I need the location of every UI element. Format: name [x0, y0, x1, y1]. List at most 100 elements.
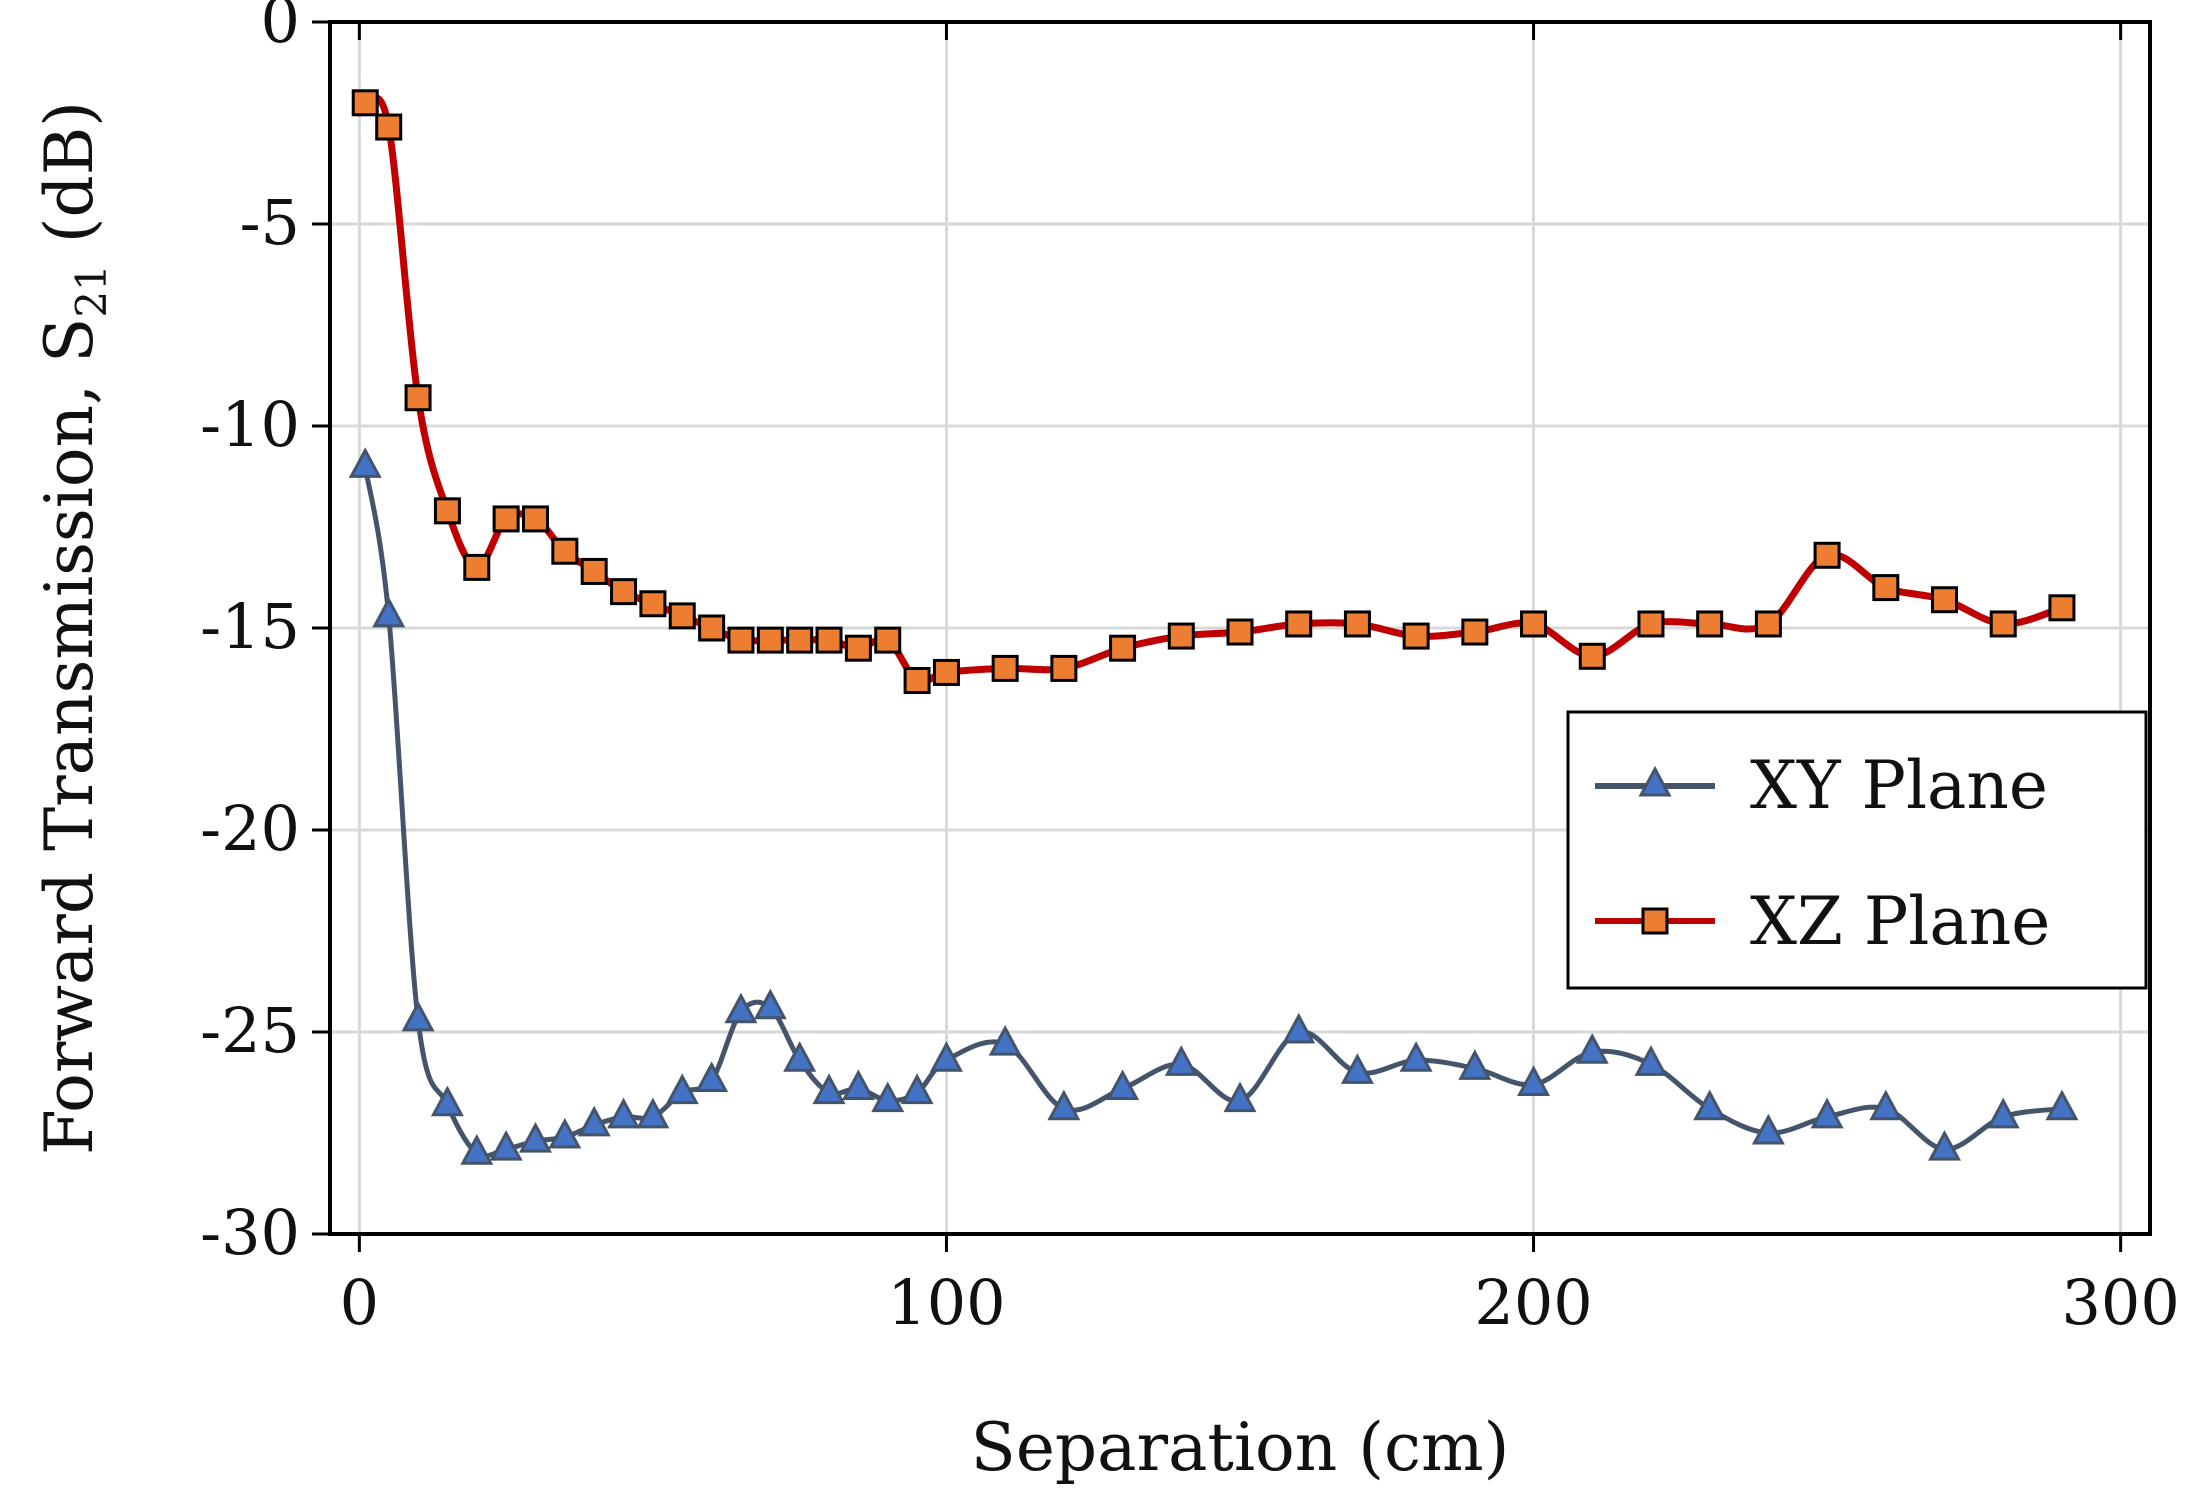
data-point-xz	[521, 505, 549, 533]
y-tick-label: -25	[200, 994, 300, 1067]
data-point-xz	[580, 557, 608, 585]
data-point-xy	[1869, 1089, 1903, 1121]
data-point-xz	[756, 626, 784, 654]
data-point-xy	[1047, 1089, 1081, 1121]
legend-marker-xz	[1641, 907, 1669, 935]
data-point-xy	[1164, 1045, 1198, 1076]
x-tick-label: 100	[887, 1266, 1005, 1339]
data-point-xz	[351, 89, 379, 117]
x-tick-label: 0	[340, 1266, 379, 1339]
data-point-xy	[460, 1134, 494, 1165]
data-point-xz	[1167, 622, 1195, 650]
x-axis-title: Separation (cm)	[971, 1409, 1510, 1486]
data-point-xy	[1693, 1089, 1727, 1121]
data-point-xy	[783, 1041, 817, 1072]
data-point-xz	[903, 667, 931, 695]
data-point-xz	[610, 578, 638, 606]
data-point-xz	[2048, 594, 2076, 622]
data-point-xz	[463, 553, 491, 581]
y-tick-label: 0	[261, 0, 300, 57]
y-tick-label: -15	[200, 590, 300, 663]
data-point-xy	[1223, 1081, 1257, 1113]
y-tick-label: -10	[200, 388, 300, 461]
y-tick-label: -5	[240, 186, 300, 259]
data-point-xy	[724, 992, 758, 1024]
data-point-xy	[2045, 1089, 2079, 1121]
data-point-xz	[551, 537, 579, 565]
data-point-xz	[1931, 586, 1959, 614]
y-axis-title-unit: (dB)	[31, 101, 108, 264]
data-point-xy	[1928, 1129, 1962, 1161]
data-point-xy	[665, 1073, 699, 1105]
data-point-xz	[932, 658, 960, 686]
data-point-xy	[695, 1061, 729, 1092]
data-point-xz	[874, 626, 902, 654]
axis-ticks: 0 -5 -10 -15 -20 -25 -30 0 100 200 300	[200, 0, 2180, 1339]
legend-label-xy: XY Plane	[1750, 747, 2048, 824]
data-point-xy	[1575, 1033, 1609, 1064]
data-point-xy	[900, 1073, 934, 1105]
data-point-xz	[404, 384, 432, 412]
data-point-xy	[1634, 1045, 1668, 1076]
data-point-xz	[1461, 618, 1489, 646]
data-point-xy	[841, 1069, 875, 1101]
legend-label-xz: XZ Plane	[1750, 883, 2050, 960]
data-point-xz	[1989, 610, 2017, 638]
data-point-xy	[489, 1129, 523, 1161]
data-point-xz	[433, 497, 461, 525]
data-point-xz	[991, 654, 1019, 682]
data-point-xy	[812, 1073, 846, 1105]
data-point-xy	[753, 988, 787, 1020]
y-axis-title: Forward Transmission, S21 (dB)	[31, 101, 116, 1155]
data-point-xy	[1458, 1049, 1492, 1080]
data-point-xy	[348, 447, 382, 478]
data-point-xy	[871, 1081, 905, 1113]
data-point-xy	[430, 1085, 464, 1117]
y-tick-label: -30	[200, 1196, 300, 1269]
legend: XY Plane XZ Plane	[1566, 710, 2148, 990]
data-point-xy	[577, 1105, 611, 1137]
series-layer	[348, 89, 2079, 1165]
data-point-xz	[1226, 618, 1254, 646]
data-point-xz	[844, 634, 872, 662]
data-point-xz	[492, 505, 520, 533]
data-point-xy	[1810, 1097, 1844, 1129]
data-point-xy	[1106, 1069, 1140, 1101]
data-point-xy	[1282, 1012, 1316, 1044]
data-point-xz	[815, 626, 843, 654]
data-point-xz	[1872, 574, 1900, 602]
data-point-xz	[375, 113, 403, 141]
y-tick-label: -20	[200, 792, 300, 865]
data-point-xy	[1517, 1065, 1551, 1097]
data-point-xy	[1399, 1041, 1433, 1072]
data-point-xz	[727, 626, 755, 654]
data-point-xy	[1751, 1113, 1785, 1145]
x-tick-label: 300	[2061, 1266, 2179, 1339]
data-point-xz	[1637, 610, 1665, 638]
data-point-xy	[1340, 1053, 1374, 1084]
legend-marker-xy	[1638, 765, 1672, 797]
data-point-xy	[518, 1121, 552, 1153]
data-point-xz	[1343, 610, 1371, 638]
data-point-xz	[1696, 610, 1724, 638]
data-point-xz	[1578, 642, 1606, 670]
data-point-xz	[786, 626, 814, 654]
data-point-xz	[668, 602, 696, 630]
data-point-xz	[1402, 622, 1430, 650]
data-point-xz	[1285, 610, 1313, 638]
data-point-xy	[988, 1024, 1022, 1056]
data-point-xz	[698, 614, 726, 642]
data-point-xy	[929, 1041, 963, 1072]
data-point-xz	[1050, 654, 1078, 682]
data-point-xy	[372, 596, 406, 628]
y-axis-title-subscript: 21	[67, 264, 116, 317]
data-point-xy	[607, 1097, 641, 1129]
data-point-xy	[1986, 1097, 2020, 1129]
data-point-xz	[1109, 634, 1137, 662]
y-axis-title-main: Forward Transmission, S	[31, 318, 108, 1155]
data-point-xy	[401, 1000, 435, 1032]
x-tick-label: 200	[1474, 1266, 1592, 1339]
data-point-xz	[639, 590, 667, 618]
